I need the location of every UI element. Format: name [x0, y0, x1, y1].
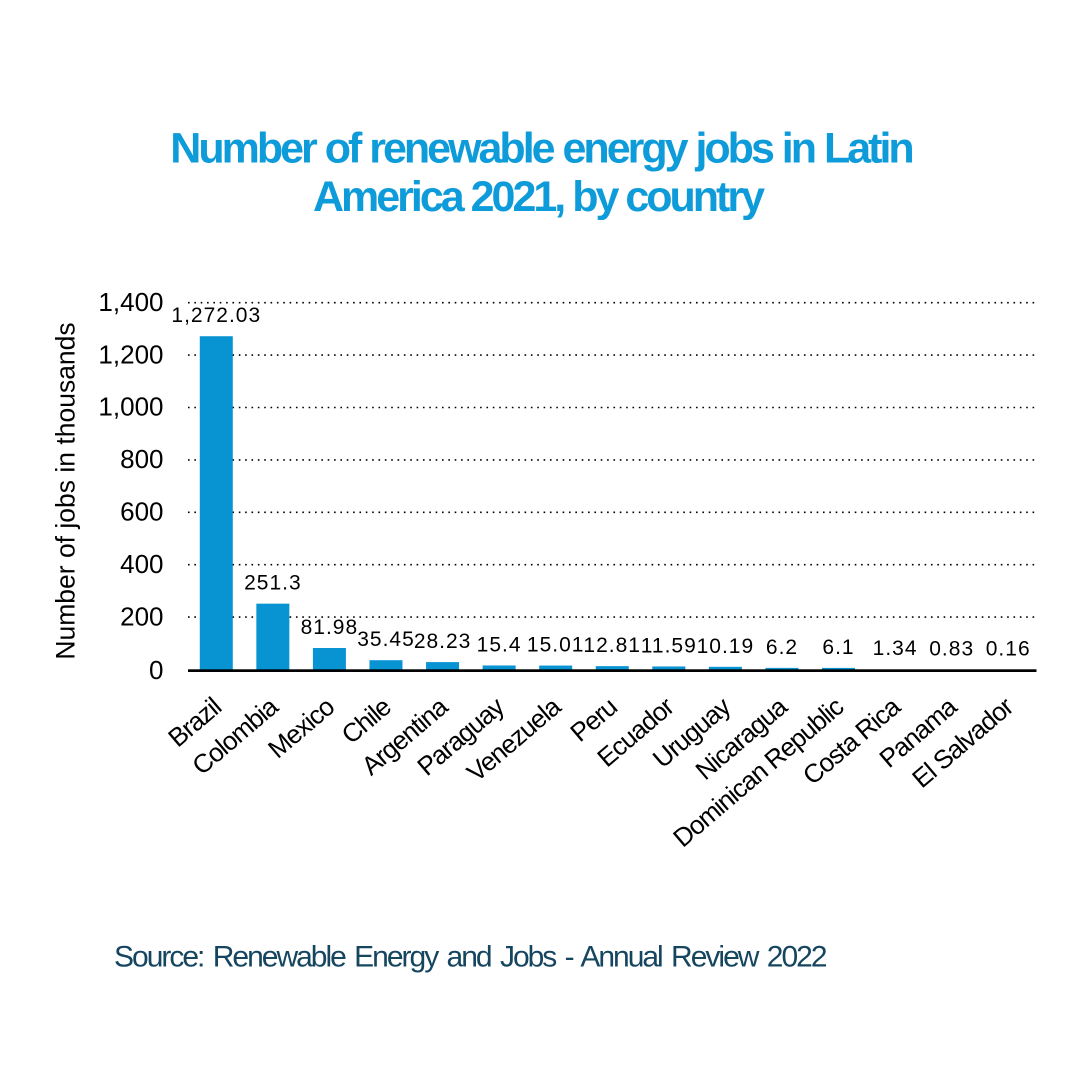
svg-text:12.81: 12.81: [583, 634, 641, 657]
svg-text:0: 0: [149, 655, 163, 685]
svg-text:America 2021, by country: America 2021, by country: [313, 173, 765, 221]
svg-text:6.1: 6.1: [822, 636, 854, 659]
svg-text:800: 800: [120, 444, 163, 474]
svg-text:1,272.03: 1,272.03: [171, 304, 261, 327]
svg-text:600: 600: [120, 497, 163, 527]
svg-text:251.3: 251.3: [244, 572, 302, 595]
svg-text:1,000: 1,000: [98, 392, 163, 422]
svg-text:Number of renewable energy job: Number of renewable energy jobs in Latin: [170, 125, 912, 173]
svg-text:35.45: 35.45: [357, 628, 415, 651]
svg-text:6.2: 6.2: [766, 636, 798, 659]
svg-text:400: 400: [120, 549, 163, 579]
svg-text:0.83: 0.83: [929, 637, 974, 660]
svg-text:200: 200: [120, 601, 163, 631]
svg-text:1,200: 1,200: [98, 339, 163, 369]
svg-text:Source: Renewable Energy and J: Source: Renewable Energy and Jobs - Annu…: [114, 940, 827, 973]
svg-text:15.4: 15.4: [477, 634, 522, 657]
svg-text:Number of jobs in thousands: Number of jobs in thousands: [51, 322, 81, 659]
svg-text:1.34: 1.34: [873, 637, 918, 660]
svg-text:81.98: 81.98: [301, 616, 359, 639]
svg-text:10.19: 10.19: [697, 635, 755, 658]
svg-text:0.16: 0.16: [986, 638, 1031, 661]
svg-text:1,400: 1,400: [98, 287, 163, 317]
svg-text:15.01: 15.01: [527, 634, 585, 657]
svg-text:28.23: 28.23: [414, 630, 472, 653]
svg-text:11.59: 11.59: [641, 635, 697, 658]
